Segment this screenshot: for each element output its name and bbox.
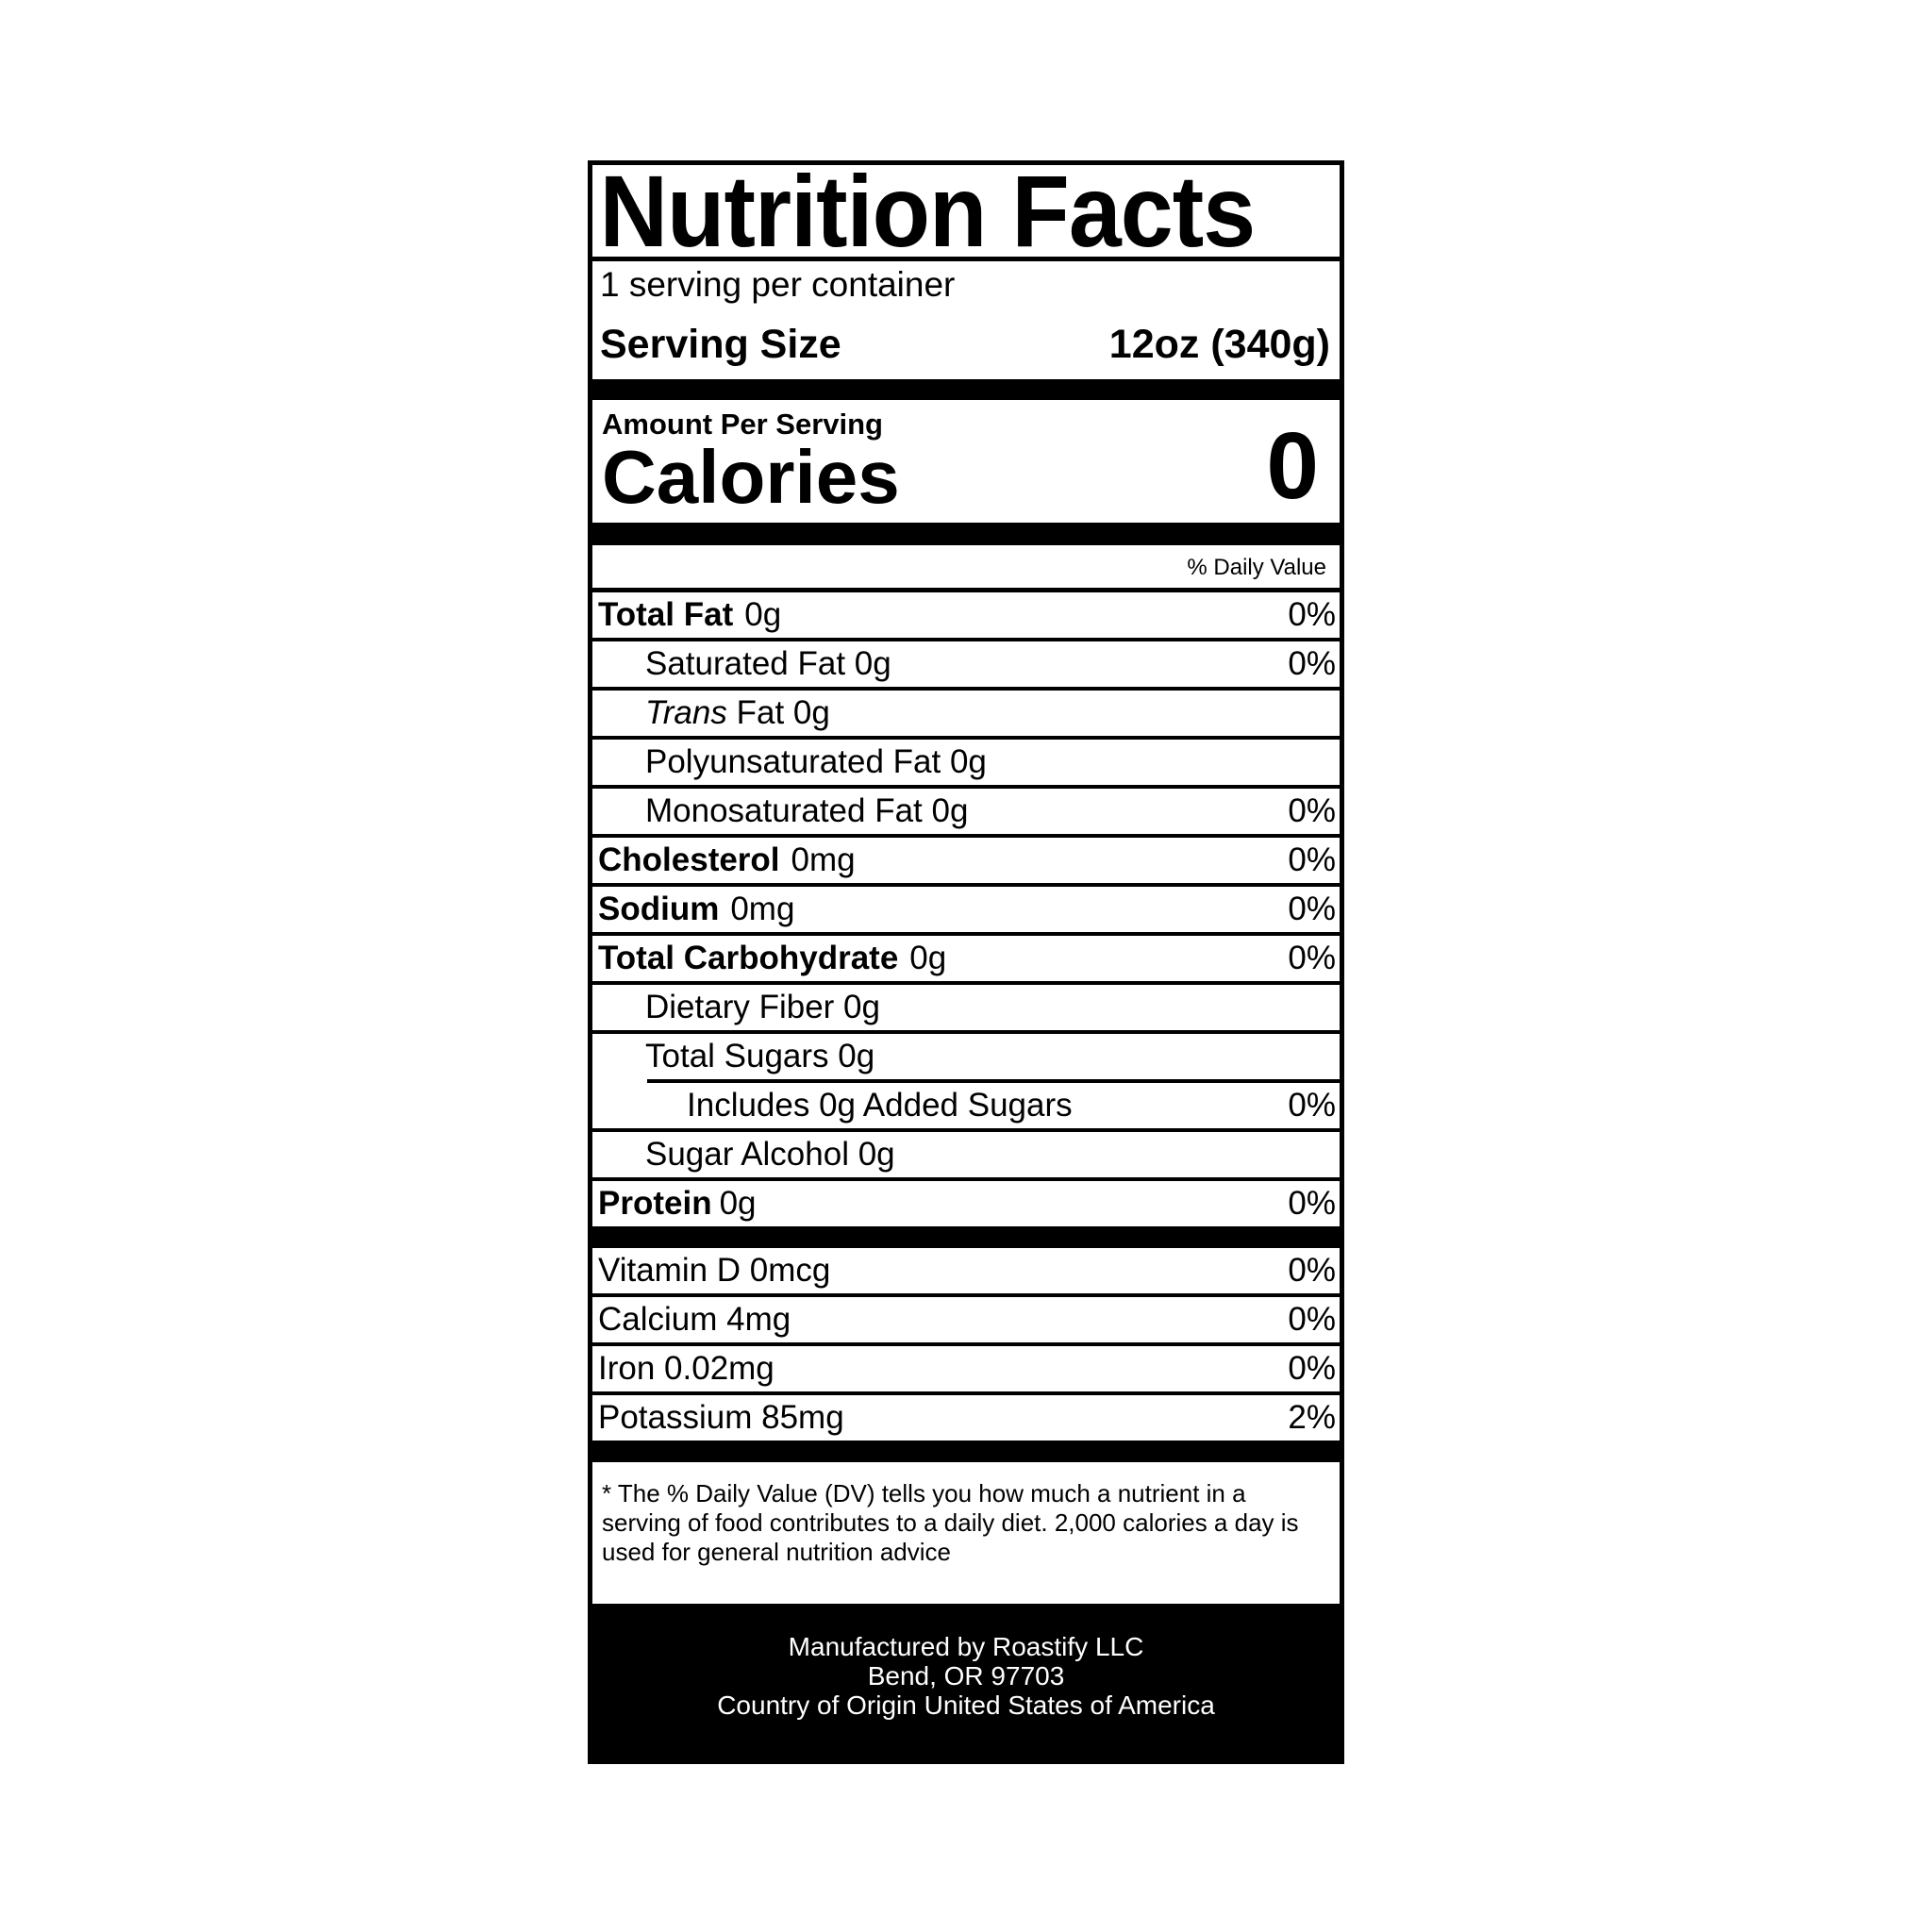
nutrient-row-monosaturated-fat: Monosaturated Fat 0g 0% [592, 789, 1340, 838]
thick-divider [592, 1226, 1340, 1248]
nutrient-name: Fat 0g [736, 694, 830, 731]
divider [592, 257, 1340, 261]
nutrient-name: Monosaturated Fat 0g [645, 792, 969, 829]
nutrient-name-italic: Trans [645, 694, 727, 731]
vitamin-name: Calcium 4mg [598, 1301, 791, 1338]
vitamin-row-iron: Iron 0.02mg 0% [592, 1346, 1340, 1395]
nutrient-dv: 0% [1288, 940, 1336, 976]
manufacturer-name: Manufactured by Roastify LLC [788, 1632, 1144, 1661]
nutrient-dv: 0% [1288, 1185, 1336, 1222]
nutrient-name: Sugar Alcohol 0g [645, 1136, 895, 1173]
vitamin-dv: 2% [1288, 1399, 1336, 1436]
calories-label: Calories [602, 435, 900, 519]
nutrient-dv: 0% [1288, 891, 1336, 927]
label-title: Nutrition Facts [599, 154, 1256, 268]
manufacturer-info: Manufactured by Roastify LLC Bend, OR 97… [592, 1604, 1340, 1759]
nutrient-row-added-sugars: Includes 0g Added Sugars 0% [592, 1083, 1340, 1132]
daily-value-header: % Daily Value [592, 545, 1340, 592]
vitamin-dv: 0% [1288, 1350, 1336, 1387]
nutrient-name: Saturated Fat 0g [645, 645, 891, 682]
vitamin-row-calcium: Calcium 4mg 0% [592, 1297, 1340, 1346]
nutrient-name: Cholesterol [598, 841, 780, 878]
nutrient-dv: 0% [1288, 645, 1336, 682]
vitamin-row-potassium: Potassium 85mg 2% [592, 1395, 1340, 1441]
serving-section: 1 serving per container Serving Size 12o… [592, 261, 1340, 379]
serving-size: Serving Size 12oz (340g) [600, 322, 1330, 368]
nutrient-row-protein: Protein 0g 0% [592, 1181, 1340, 1226]
nutrient-name: Dietary Fiber 0g [645, 989, 880, 1025]
nutrient-row-sugar-alcohol: Sugar Alcohol 0g [592, 1132, 1340, 1181]
thick-divider [592, 523, 1340, 545]
nutrient-row-sodium: Sodium 0mg 0% [592, 887, 1340, 936]
nutrient-row-total-fat: Total Fat 0g 0% [592, 592, 1340, 641]
nutrient-amount: 0mg [730, 891, 795, 927]
nutrient-row-saturated-fat: Saturated Fat 0g 0% [592, 641, 1340, 691]
vitamin-name: Potassium 85mg [598, 1399, 844, 1436]
nutrient-amount: 0g [744, 596, 782, 633]
nutrient-name: Total Fat [598, 596, 734, 633]
nutrient-row-dietary-fiber: Dietary Fiber 0g [592, 985, 1340, 1034]
vitamin-name: Iron 0.02mg [598, 1350, 774, 1387]
thick-divider [592, 379, 1340, 400]
nutrient-name: Total Carbohydrate [598, 940, 899, 976]
nutrient-row-cholesterol: Cholesterol 0mg 0% [592, 838, 1340, 887]
daily-value-footnote: * The % Daily Value (DV) tells you how m… [602, 1479, 1299, 1566]
nutrient-name: Polyunsaturated Fat 0g [645, 743, 987, 780]
nutrient-row-total-sugars: Total Sugars 0g [592, 1034, 1340, 1079]
servings-per-container: 1 serving per container [600, 265, 956, 304]
nutrient-dv: 0% [1288, 1087, 1336, 1124]
nutrient-amount: 0g [909, 940, 947, 976]
sugars-divider [647, 1079, 1340, 1083]
serving-size-label: Serving Size [600, 322, 841, 367]
nutrient-dv: 0% [1288, 841, 1336, 878]
vitamin-dv: 0% [1288, 1252, 1336, 1289]
vitamin-row-vitamin-d: Vitamin D 0mcg 0% [592, 1248, 1340, 1297]
serving-size-value: 12oz (340g) [1108, 322, 1330, 367]
nutrient-amount: 0mg [791, 841, 856, 878]
nutrient-dv: 0% [1288, 596, 1336, 633]
nutrient-amount: 0g [719, 1185, 757, 1222]
nutrient-name: Sodium [598, 891, 720, 927]
nutrition-facts-label: Nutrition Facts 1 serving per container … [588, 160, 1344, 1764]
country-of-origin: Country of Origin United States of Ameri… [717, 1690, 1215, 1720]
vitamin-name: Vitamin D 0mcg [598, 1252, 831, 1289]
amount-per-serving: Amount Per Serving [602, 408, 883, 441]
calories-section: Amount Per Serving Calories 0 [592, 400, 1340, 523]
thick-divider [592, 1441, 1340, 1462]
calories-value: 0 [1266, 413, 1319, 519]
nutrient-name: Total Sugars 0g [645, 1038, 875, 1074]
nutrient-name: Protein [598, 1185, 712, 1222]
nutrient-name: Includes 0g Added Sugars [687, 1087, 1073, 1124]
nutrient-row-polyunsaturated-fat: Polyunsaturated Fat 0g [592, 740, 1340, 789]
nutrient-dv: 0% [1288, 792, 1336, 829]
vitamin-dv: 0% [1288, 1301, 1336, 1338]
nutrient-row-trans-fat: Trans Fat 0g [592, 691, 1340, 740]
manufacturer-address: Bend, OR 97703 [867, 1661, 1065, 1690]
nutrient-row-total-carbohydrate: Total Carbohydrate 0g 0% [592, 936, 1340, 985]
